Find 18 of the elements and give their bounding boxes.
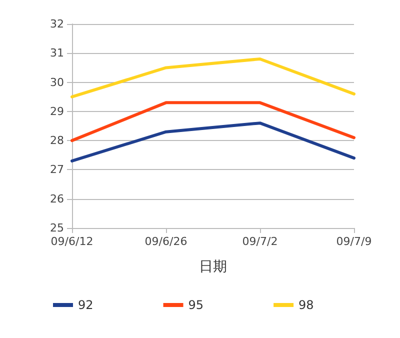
legend-label: 92: [78, 298, 94, 312]
x-tick-label: 09/7/2: [242, 235, 278, 248]
y-tick-label: 31: [50, 46, 64, 60]
y-tick-label: 28: [50, 134, 64, 148]
line-series: [70, 57, 356, 98]
y-tick-label: 30: [50, 76, 64, 89]
x-tick-label: 09/6/12: [50, 235, 94, 248]
legend-label: 98: [298, 298, 314, 312]
x-axis-title: 日期: [199, 259, 227, 275]
x-tick-label: 09/7/9: [336, 235, 372, 248]
legend-label: 95: [188, 298, 204, 312]
x-tick-label: 09/6/26: [144, 235, 188, 248]
y-tick-label: 27: [50, 163, 64, 176]
line-series: [70, 122, 356, 162]
y-tick-label: 29: [50, 104, 64, 118]
y-tick-label: 26: [50, 192, 64, 206]
y-tick-label: 25: [50, 222, 64, 234]
y-tick-label: 32: [50, 18, 64, 30]
